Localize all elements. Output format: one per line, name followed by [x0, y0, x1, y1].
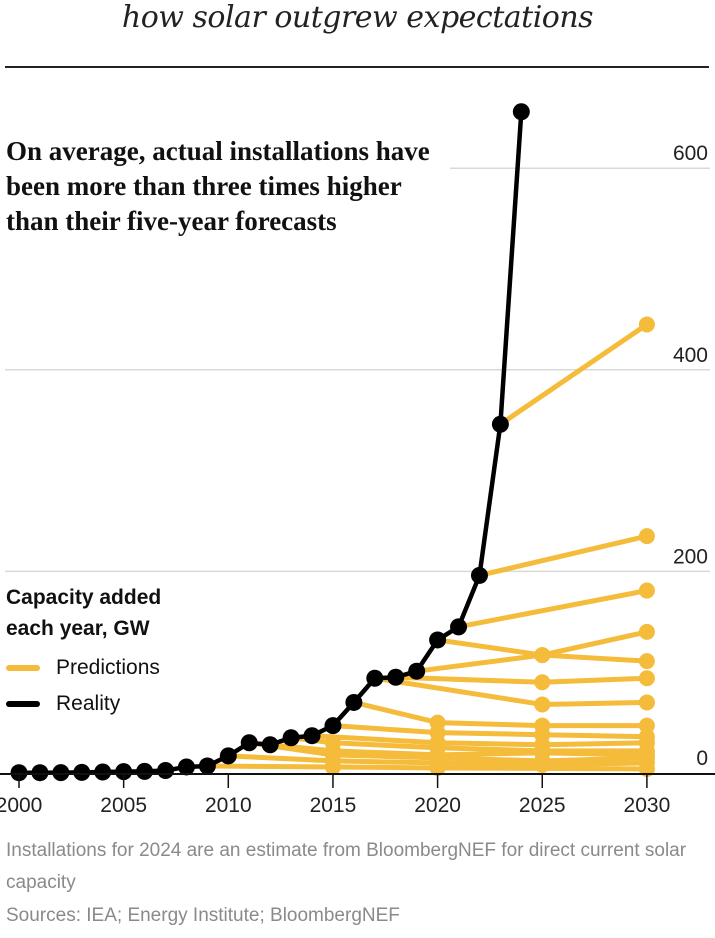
legend-predictions-label: Predictions: [56, 656, 160, 679]
prediction-series: [204, 316, 655, 777]
title-divider: [5, 66, 709, 68]
reality-point: [387, 668, 405, 686]
chart: 0 200 400 600 2000 2005 2010 2015 2020 2025 2030: [0, 103, 715, 817]
reality-swatch: [6, 701, 40, 707]
headline-annotation: On average, actual installations have be…: [6, 134, 446, 239]
chart-title: how solar outgrew expectations: [121, 0, 594, 35]
chart-note: Installations for 2024 are an estimate f…: [6, 840, 687, 893]
reality-point: [52, 764, 70, 782]
reality-point: [366, 669, 384, 687]
x-tick-label: 2030: [624, 794, 671, 817]
reality-point: [470, 566, 488, 584]
chart-source: Sources: IEA; Energy Institute; Bloomber…: [6, 905, 400, 926]
prediction-line: [476, 533, 650, 578]
reality-point: [282, 729, 300, 747]
reality-point: [157, 761, 175, 779]
prediction-line: [497, 321, 650, 427]
reality-point: [177, 758, 195, 776]
legend-reality-label: Reality: [56, 692, 121, 715]
reality-point: [219, 747, 237, 765]
reality-point: [94, 763, 112, 781]
reality-point: [408, 662, 426, 680]
prediction-point: [638, 653, 655, 670]
reality-point: [345, 693, 363, 711]
legend-item-predictions: Predictions: [6, 656, 196, 680]
x-tick-label: 2015: [310, 794, 357, 817]
prediction-point: [534, 717, 551, 734]
y-tick-label: 400: [673, 344, 708, 367]
x-tick-label: 2020: [414, 794, 461, 817]
reality-point: [136, 762, 154, 780]
prediction-point: [638, 582, 655, 599]
prediction-point: [638, 670, 655, 687]
legend-title: Capacity added each year, GW: [6, 586, 162, 640]
reality-point: [324, 717, 342, 735]
prediction-line: [351, 699, 650, 729]
prediction-point: [638, 316, 655, 333]
prediction-line: [456, 588, 650, 630]
prediction-point: [534, 674, 551, 691]
y-tick-label: 600: [673, 142, 708, 165]
prediction-point: [534, 647, 551, 664]
legend-item-reality: Reality: [6, 692, 196, 716]
x-tick-label: 2025: [519, 794, 566, 817]
prediction-point: [638, 528, 655, 545]
reality-point: [429, 631, 447, 649]
reality-point: [240, 734, 258, 752]
x-axis: 2000 2005 2010 2015 2020 2025 2030: [0, 773, 715, 817]
prediction-line: [309, 733, 650, 748]
predictions-swatch: [6, 665, 40, 671]
reality-point: [303, 727, 321, 745]
prediction-point: [534, 696, 551, 713]
x-tick-label: 2010: [205, 794, 252, 817]
x-tick-label: 2005: [100, 794, 147, 817]
reality-point: [261, 736, 279, 754]
reality-point: [450, 618, 468, 636]
y-tick-labels: 0 200 400 600: [673, 142, 708, 770]
prediction-line: [414, 652, 650, 674]
y-tick-label: 200: [673, 545, 708, 568]
prediction-point: [429, 714, 446, 731]
reality-series: [10, 103, 530, 782]
y-tick-label: 0: [696, 747, 708, 770]
legend: Capacity added each year, GW Predictions…: [6, 582, 196, 716]
reality-point: [10, 764, 28, 782]
prediction-point: [638, 717, 655, 734]
prediction-line: [393, 674, 650, 685]
prediction-point: [638, 728, 655, 745]
reality-point: [115, 763, 133, 781]
prediction-point: [638, 623, 655, 640]
reality-point: [512, 103, 530, 121]
reality-point: [73, 763, 91, 781]
reality-point: [491, 415, 509, 433]
gridlines: [5, 167, 710, 573]
prediction-line: [330, 723, 650, 740]
reality-point: [198, 757, 216, 775]
prediction-point: [638, 694, 655, 711]
x-tick-label: 2000: [0, 794, 42, 817]
reality-point: [31, 764, 49, 782]
